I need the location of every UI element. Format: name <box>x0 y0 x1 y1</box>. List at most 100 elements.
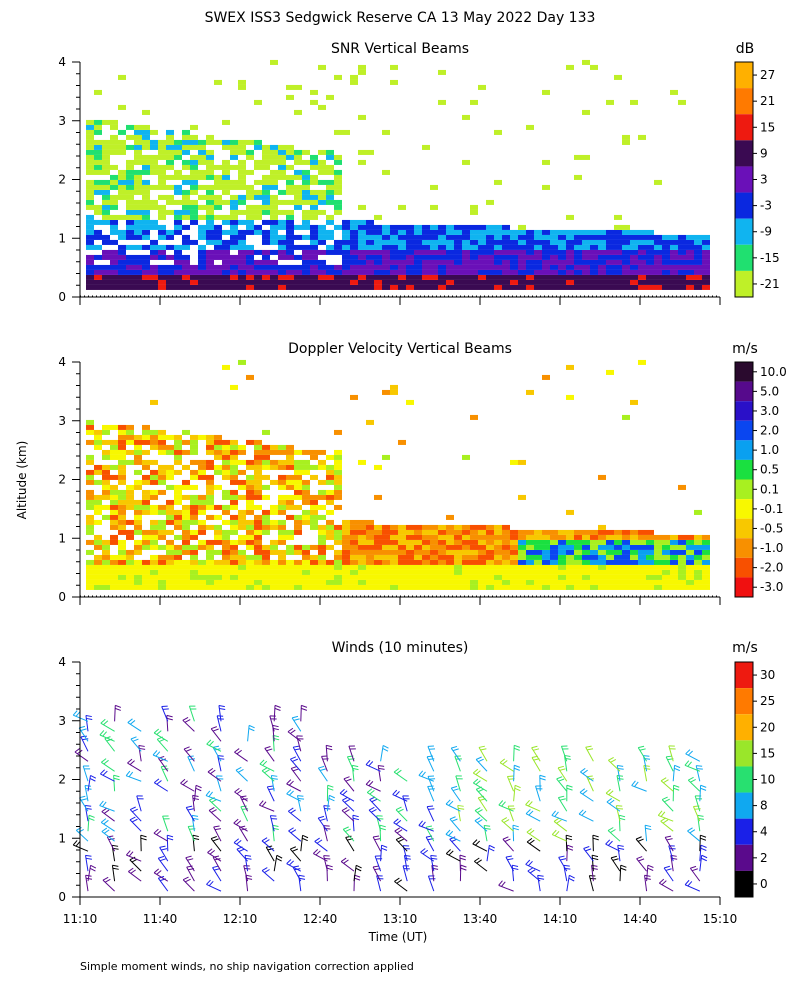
heatmap-cell <box>646 249 654 255</box>
wind-barb-feather <box>459 857 466 861</box>
heatmap-cell <box>150 154 158 160</box>
heatmap-cell <box>318 529 326 535</box>
heatmap-cell <box>382 234 390 240</box>
wind-barb-feather <box>394 827 401 832</box>
wind-barb-feather <box>271 775 278 777</box>
wind-barb <box>695 765 703 782</box>
heatmap-cell <box>582 569 590 575</box>
heatmap-cell <box>582 239 590 245</box>
heatmap-cell <box>94 169 102 175</box>
heatmap-cell <box>334 189 342 195</box>
heatmap-cell <box>438 559 446 565</box>
wind-barb-shaft <box>474 860 488 872</box>
heatmap-cell <box>302 184 310 190</box>
colorbar-swatch <box>735 792 753 819</box>
heatmap-cell <box>438 69 446 75</box>
heatmap-cell <box>622 414 630 420</box>
heatmap-cell <box>558 264 566 270</box>
wind-barb-shaft <box>87 815 90 832</box>
heatmap-cell <box>494 574 502 580</box>
heatmap-cell <box>150 429 158 435</box>
heatmap-cell <box>254 584 262 590</box>
heatmap-cell <box>190 494 198 500</box>
wind-barb <box>127 718 142 732</box>
heatmap-cell <box>118 144 126 150</box>
heatmap-cell <box>462 574 470 580</box>
wind-barb <box>235 766 248 782</box>
heatmap-cell <box>302 519 310 525</box>
heatmap-cell <box>326 519 334 525</box>
heatmap-cell <box>558 529 566 535</box>
heatmap-cell <box>150 249 158 255</box>
heatmap-cell <box>326 189 334 195</box>
heatmap-cell <box>446 544 454 550</box>
heatmap-cell <box>126 244 134 250</box>
heatmap-cell <box>182 129 190 135</box>
heatmap-cell <box>574 279 582 285</box>
heatmap-cell <box>126 459 134 465</box>
heatmap-cell <box>262 184 270 190</box>
heatmap-cell <box>254 274 262 280</box>
heatmap-cell <box>574 174 582 180</box>
wind-barb-shaft <box>259 804 275 812</box>
heatmap-cell <box>198 184 206 190</box>
wind-barb-shaft <box>693 806 701 822</box>
heatmap-cell <box>230 284 238 290</box>
wind-barb-shaft <box>687 830 701 842</box>
heatmap-cell <box>398 544 406 550</box>
wind-barb-shaft <box>430 855 435 872</box>
heatmap-cell <box>534 579 542 585</box>
heatmap-cell <box>614 269 622 275</box>
heatmap-cell <box>86 469 94 475</box>
heatmap-cell <box>310 509 318 515</box>
heatmap-cell <box>134 179 142 185</box>
heatmap-cell <box>222 469 230 475</box>
wind-barb-feather <box>211 799 218 803</box>
wind-barb-feather <box>313 849 319 854</box>
wind-barb-feather <box>661 796 668 801</box>
heatmap-cell <box>326 499 334 505</box>
wind-barb-feather <box>298 798 305 800</box>
heatmap-cell <box>454 229 462 235</box>
heatmap-cell <box>86 529 94 535</box>
heatmap-cell <box>278 444 286 450</box>
heatmap-cell <box>534 564 542 570</box>
wind-barb-shaft <box>380 845 383 862</box>
heatmap-cell <box>222 459 230 465</box>
heatmap-cell <box>326 244 334 250</box>
heatmap-cell <box>182 204 190 210</box>
heatmap-cell <box>286 269 294 275</box>
heatmap-cell <box>494 179 502 185</box>
heatmap-cell <box>270 159 278 165</box>
heatmap-cell <box>678 584 686 590</box>
heatmap-cell <box>102 549 110 555</box>
wind-barb-feather <box>245 857 252 860</box>
heatmap-cell <box>254 194 262 200</box>
wind-barb-feather <box>185 878 191 883</box>
heatmap-cell <box>222 189 230 195</box>
heatmap-cell <box>246 169 254 175</box>
wind-barb-feather <box>503 819 510 823</box>
wind-barb-feather <box>156 830 162 836</box>
heatmap-cell <box>590 239 598 245</box>
heatmap-cell <box>422 264 430 270</box>
heatmap-cell <box>678 579 686 585</box>
wind-barb-feather <box>352 767 359 771</box>
colorbar-label: 15 <box>760 746 775 760</box>
heatmap-cell <box>366 254 374 260</box>
wind-barb-feather <box>477 758 484 763</box>
wind-barb-feather <box>639 748 646 751</box>
heatmap-cell <box>526 279 534 285</box>
heatmap-cell <box>470 284 478 290</box>
heatmap-cell <box>126 174 134 180</box>
wind-barb-feather <box>498 800 504 806</box>
heatmap-cell <box>270 154 278 160</box>
wind-barb <box>286 859 302 872</box>
wind-barb <box>664 835 674 852</box>
heatmap-cell <box>118 504 126 510</box>
wind-barb-shaft <box>501 820 514 832</box>
heatmap-cell <box>262 284 270 290</box>
heatmap-cell <box>102 544 110 550</box>
wind-barb-shaft <box>157 857 169 872</box>
